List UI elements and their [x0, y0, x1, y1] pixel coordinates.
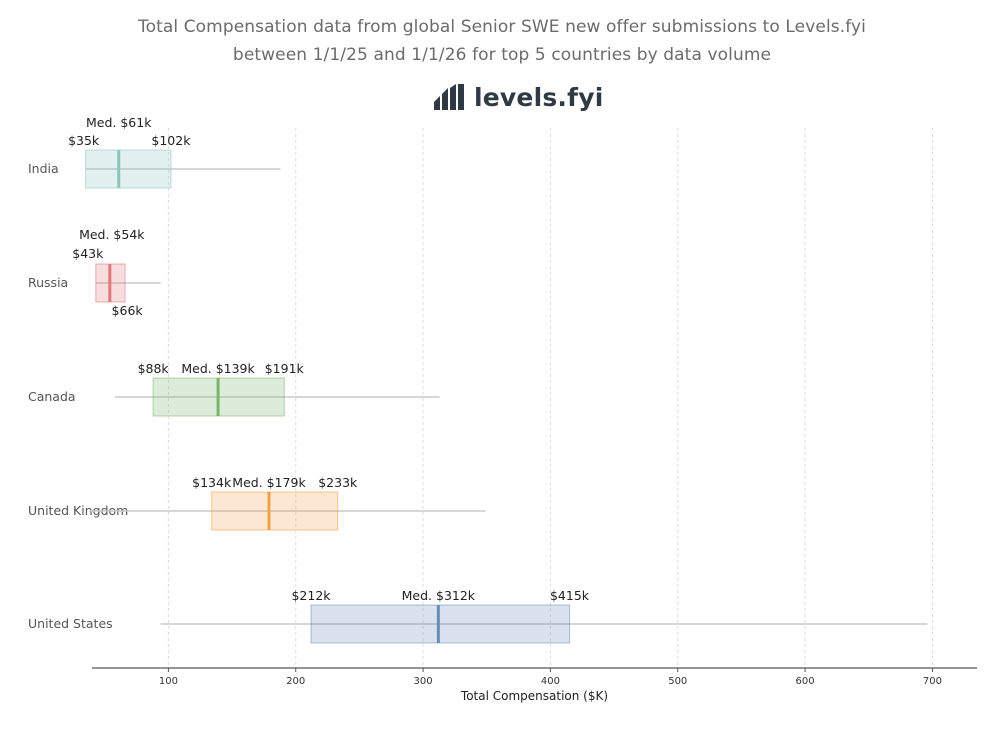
median-value-label: Med. $312k [402, 588, 476, 603]
x-tick-label: 700 [923, 676, 942, 687]
iqr-box [211, 491, 339, 531]
q3-value-label: $233k [318, 475, 358, 490]
median-value-label: Med. $61k [86, 115, 152, 130]
q1-value-label: $134k [192, 475, 232, 490]
q3-value-label: $102k [151, 133, 191, 148]
x-tick-label: 200 [286, 676, 305, 687]
iqr-box [310, 604, 571, 644]
box-series: India Med. $61k $35k $102k Russia Med. $54k $4… [28, 115, 928, 644]
x-tick-label: 100 [159, 676, 178, 687]
iqr-box [85, 149, 172, 189]
x-axis-title: Total Compensation ($K) [460, 689, 608, 703]
category-label: United States [28, 616, 113, 631]
x-tick-label: 500 [668, 676, 687, 687]
x-tick-label: 600 [796, 676, 815, 687]
x-tick-label: 300 [414, 676, 433, 687]
q1-value-label: $43k [72, 246, 104, 261]
box-group-canada: Canada $88k Med. $139k $191k [28, 361, 440, 417]
chart-title-line-2: between 1/1/25 and 1/1/26 for top 5 coun… [232, 45, 772, 65]
category-label: India [28, 161, 59, 176]
q1-value-label: $35k [68, 133, 100, 148]
x-axis: 100 200 300 400 500 600 700 Total Compensation … [92, 667, 977, 703]
box-group-united-kingdom: United Kingdom $134k Med. $179k $233k [28, 475, 486, 531]
q1-value-label: $88k [138, 361, 170, 376]
median-value-label: Med. $179k [232, 475, 306, 490]
median-value-label: Med. $54k [79, 227, 145, 242]
category-label: United Kingdom [28, 503, 128, 518]
q1-value-label: $212k [291, 588, 331, 603]
x-tick-label: 400 [541, 676, 560, 687]
box-group-united-states: United States $212k Med. $312k $415k [28, 588, 928, 644]
chart-title-line-1: Total Compensation data from global Seni… [137, 17, 867, 37]
category-label: Russia [28, 275, 68, 290]
levels-fyi-logo: levels.fyi [432, 80, 603, 114]
logo-text: levels.fyi [474, 82, 604, 112]
category-label: Canada [28, 389, 76, 404]
q3-value-label: $66k [112, 303, 144, 318]
q3-value-label: $415k [550, 588, 590, 603]
levels-fyi-bar-logo-icon [434, 84, 464, 110]
box-group-russia: Russia Med. $54k $43k $66k [28, 227, 161, 318]
median-value-label: Med. $139k [181, 361, 255, 376]
grid-lines [167, 128, 933, 668]
q3-value-label: $191k [265, 361, 305, 376]
box-group-india: India Med. $61k $35k $102k [28, 115, 281, 189]
